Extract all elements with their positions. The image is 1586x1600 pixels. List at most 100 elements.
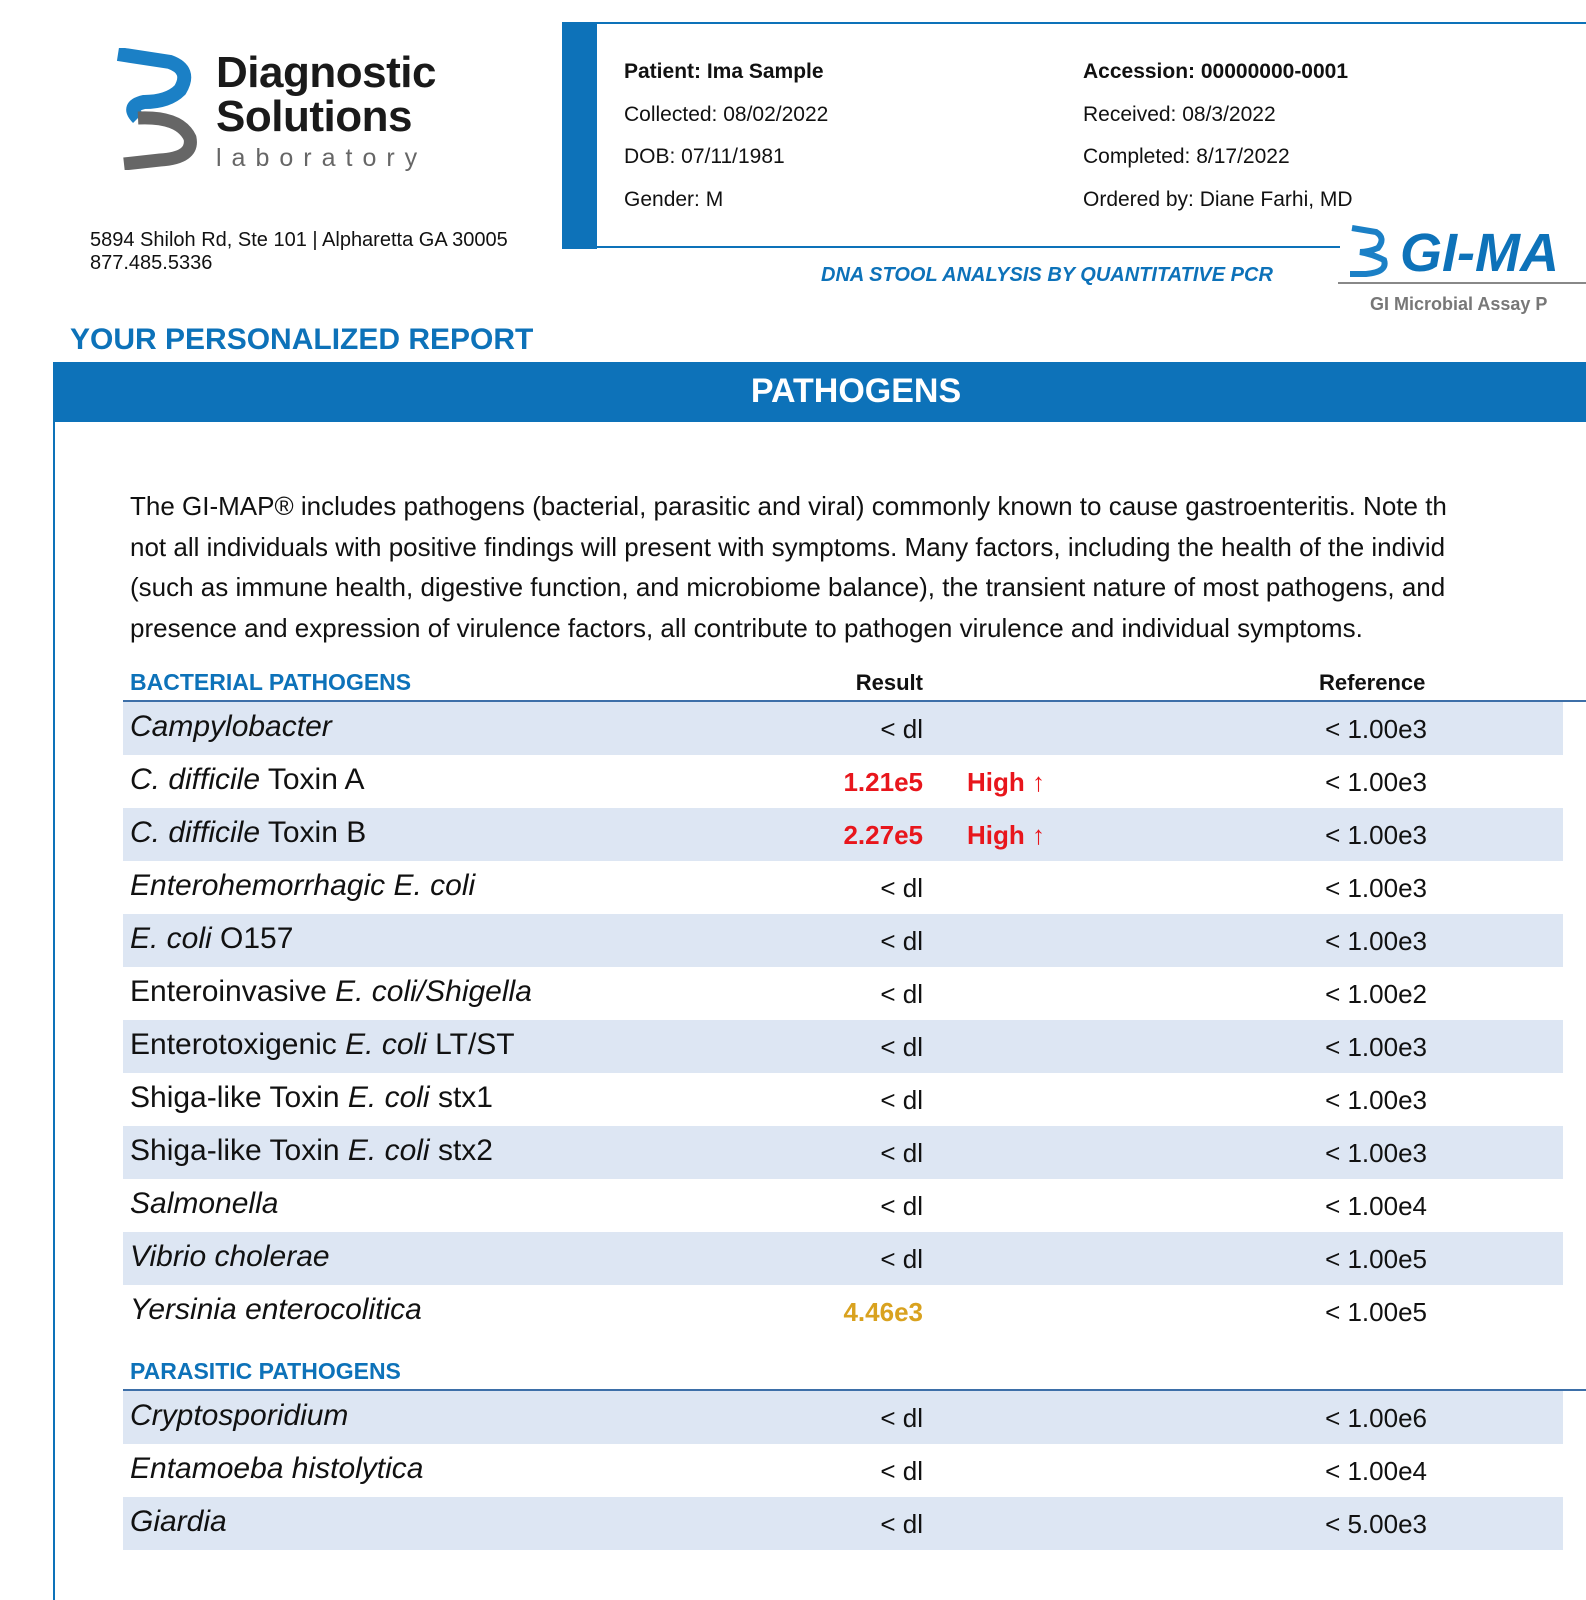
intro-line: (such as immune health, digestive functi… <box>130 572 1446 602</box>
name-part: O157 <box>211 922 294 955</box>
name-part: Enterohemorrhagic E. coli <box>130 869 476 902</box>
pathogen-name: Entamoeba histolytica <box>130 1452 424 1486</box>
result: < dl <box>880 1032 923 1062</box>
name-part: Cryptosporidium <box>130 1399 349 1432</box>
result: < dl <box>880 1191 923 1221</box>
table-row: Entamoeba histolytica < dl < 1.00e4 <box>123 1444 1563 1497</box>
patient-field: Ordered by: Diane Farhi, MD <box>1083 187 1353 211</box>
reference: < 1.00e4 <box>1325 1191 1427 1221</box>
address: 5894 Shiloh Rd, Ste 101 | Alpharetta GA … <box>90 229 508 251</box>
pathogen-name: Shiga-like Toxin E. coli stx2 <box>130 1134 493 1168</box>
pathogen-name: Vibrio cholerae <box>130 1240 330 1274</box>
section-band <box>53 362 1586 422</box>
logo-sub: laboratory <box>216 144 428 172</box>
name-part: E. coli <box>130 922 212 955</box>
rule <box>123 700 1586 702</box>
name-part: Vibrio cholerae <box>130 1240 330 1273</box>
rule <box>123 1389 1586 1391</box>
patient-field: Gender: M <box>624 187 724 211</box>
column-header: Reference <box>1319 670 1426 695</box>
flag: High ↑ <box>967 767 1045 797</box>
result: < dl <box>880 926 923 956</box>
name-part: Enteroinvasive <box>130 975 336 1008</box>
name-part: stx2 <box>429 1134 493 1167</box>
name-part: Giardia <box>130 1505 227 1538</box>
table-row: Campylobacter < dl < 1.00e3 <box>123 702 1563 755</box>
result: 4.46e3 <box>843 1297 923 1327</box>
reference: < 1.00e3 <box>1325 873 1427 903</box>
pathogen-name: C. difficile Toxin B <box>130 816 366 850</box>
report-title: YOUR PERSONALIZED REPORT <box>70 323 534 356</box>
pathogen-name: Enteroinvasive E. coli/Shigella <box>130 975 532 1009</box>
table-row: Salmonella < dl < 1.00e4 <box>123 1179 1563 1232</box>
patient-field: Received: 08/3/2022 <box>1083 102 1276 126</box>
flag: High ↑ <box>967 820 1045 850</box>
reference: < 1.00e3 <box>1325 1085 1427 1115</box>
section-title: PATHOGENS <box>750 372 962 410</box>
name-part: stx1 <box>429 1081 493 1114</box>
patient-field: DOB: 07/11/1981 <box>624 145 785 168</box>
table-row: C. difficile Toxin B 2.27e5 High ↑ < 1.00e3 <box>123 808 1563 861</box>
result: < dl <box>880 1244 923 1274</box>
name-part: C. difficile <box>130 816 261 849</box>
reference: < 1.00e3 <box>1325 1032 1427 1062</box>
reference: < 1.00e6 <box>1325 1403 1427 1433</box>
patient-field: Patient: Ima Sample <box>624 60 824 83</box>
pathogen-name: Shiga-like Toxin E. coli stx1 <box>130 1081 493 1115</box>
rule <box>1338 282 1586 284</box>
rule <box>597 22 1586 24</box>
column-header: Result <box>855 670 923 695</box>
reference: < 1.00e4 <box>1325 1456 1427 1486</box>
reference: < 1.00e3 <box>1325 926 1427 956</box>
pathogen-name: C. difficile Toxin A <box>130 763 365 797</box>
intro-line: The GI-MAP® includes pathogens (bacteria… <box>130 491 1447 521</box>
name-part: E. coli <box>345 1028 427 1061</box>
pathogen-name: Cryptosporidium <box>130 1399 348 1433</box>
patient-field: Collected: 08/02/2022 <box>624 102 829 126</box>
result: 1.21e5 <box>843 767 923 797</box>
name-part: E. coli <box>347 1081 430 1114</box>
pathogen-name: Enterohemorrhagic E. coli <box>130 869 475 903</box>
name-part: Shiga-like Toxin <box>130 1134 348 1167</box>
pathogen-name: Enterotoxigenic E. coli LT/ST <box>130 1028 515 1062</box>
patient-field: Accession: 00000000-0001 <box>1083 60 1349 83</box>
table-row: Enteroinvasive E. coli/Shigella < dl < 1.0… <box>123 967 1563 1020</box>
result: < dl <box>880 1085 923 1115</box>
table-row: Shiga-like Toxin E. coli stx1 < dl < 1.00e… <box>123 1073 1563 1126</box>
pathogen-name: Campylobacter <box>130 710 332 744</box>
accent-bar <box>562 22 597 249</box>
subtitle: DNA STOOL ANALYSIS BY QUANTITATIVE PCR <box>821 264 1273 286</box>
name-part: Salmonella <box>130 1187 279 1220</box>
patient-left: Patient: Ima Sample Collected: 08/02/2022… <box>624 51 828 221</box>
result: 2.27e5 <box>843 820 923 850</box>
brand-tagline: GI Microbial Assay P <box>1370 294 1548 314</box>
logo-mark <box>116 48 197 170</box>
result: < dl <box>880 1403 923 1433</box>
table-row: Enterohemorrhagic E. coli < dl < 1.00e3 <box>123 861 1563 914</box>
reference: < 1.00e5 <box>1325 1297 1427 1327</box>
name-part: E. coli <box>347 1134 430 1167</box>
pathogen-name: Giardia <box>130 1505 227 1539</box>
logo-text: Solutions <box>216 92 412 141</box>
table-title: BACTERIAL PATHOGENS <box>130 669 412 695</box>
name-part: Entamoeba histolytica <box>130 1452 424 1485</box>
table-title: PARASITIC PATHOGENS <box>130 1358 401 1384</box>
result: < dl <box>880 873 923 903</box>
pathogen-name: E. coli O157 <box>130 922 293 956</box>
brand-name: GI-MA <box>1400 223 1559 283</box>
table-row: Cryptosporidium < dl < 1.00e6 <box>123 1391 1563 1444</box>
table-row: C. difficile Toxin A 1.21e5 High ↑ < 1.00e3 <box>123 755 1563 808</box>
pathogen-name: Salmonella <box>130 1187 278 1221</box>
name-part: Campylobacter <box>130 710 332 743</box>
patient-field: Completed: 8/17/2022 <box>1083 145 1290 168</box>
name-part: C. difficile <box>130 763 261 796</box>
intro-line: presence and expression of virulence fac… <box>130 612 1363 643</box>
patient-right: Accession: 00000000-0001 Received: 08/3/2… <box>1083 51 1353 221</box>
reference: < 1.00e3 <box>1325 1138 1427 1168</box>
name-part: Yersinia enterocolitica <box>130 1293 422 1326</box>
reference: < 1.00e2 <box>1325 979 1427 1009</box>
name-part: Toxin A <box>260 763 365 796</box>
name-part: Toxin B <box>260 816 367 849</box>
reference: < 5.00e3 <box>1325 1509 1427 1539</box>
